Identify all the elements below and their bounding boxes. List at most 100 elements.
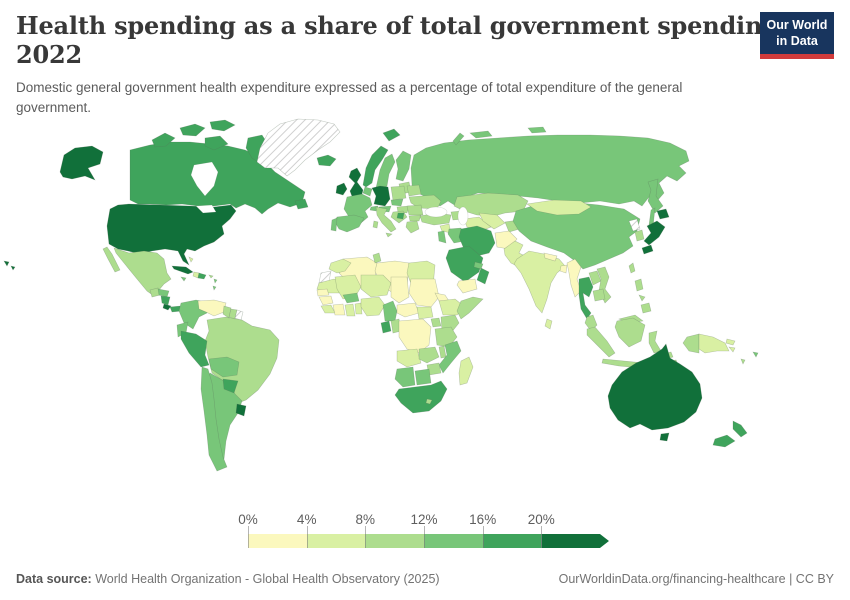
country-new-zealand-north[interactable] (732, 420, 748, 438)
country-thailand[interactable] (578, 276, 594, 320)
country-fiji[interactable] (752, 351, 759, 358)
country-greece[interactable] (405, 220, 420, 234)
country-uzbekistan[interactable] (478, 212, 506, 230)
country-south-korea[interactable] (634, 229, 645, 242)
country-uganda[interactable] (430, 317, 442, 328)
owid-logo[interactable]: Our World in Data (760, 12, 834, 60)
country-czechia[interactable] (390, 198, 404, 207)
country-canada-island-4[interactable] (204, 135, 229, 151)
country-nigeria[interactable] (360, 296, 386, 317)
country-png-new-britain[interactable] (725, 338, 736, 346)
country-yemen[interactable] (456, 278, 478, 294)
country-jamaica[interactable] (180, 276, 187, 282)
country-brazil[interactable] (204, 316, 280, 404)
country-lesser-antilles-2[interactable] (212, 285, 217, 291)
country-french-guiana[interactable] (234, 309, 244, 321)
country-bulgaria[interactable] (408, 214, 422, 222)
country-niger[interactable] (360, 274, 392, 298)
country-japan-honshu[interactable] (643, 220, 666, 246)
country-russia-kamchatka[interactable] (647, 178, 664, 214)
country-oman[interactable] (476, 267, 490, 285)
country-mexico[interactable] (113, 247, 172, 297)
country-new-zealand-south[interactable] (712, 434, 736, 448)
country-malawi[interactable] (438, 345, 447, 359)
country-lesotho[interactable] (425, 398, 433, 405)
legend-seg-0-4[interactable] (248, 534, 307, 548)
country-israel-jordan[interactable] (437, 230, 447, 244)
credit-link[interactable]: OurWorldinData.org/financing-healthcare … (558, 572, 834, 586)
country-uruguay[interactable] (235, 403, 247, 417)
country-australia[interactable] (607, 343, 703, 431)
country-japan-kyushu[interactable] (641, 244, 654, 255)
country-indonesia-sulawesi[interactable] (648, 330, 662, 354)
country-taiwan[interactable] (628, 262, 636, 274)
country-poland[interactable] (390, 185, 407, 201)
country-philippines-visayas[interactable] (638, 294, 646, 302)
country-japan-hokkaido[interactable] (656, 208, 670, 220)
country-south-africa[interactable] (394, 380, 448, 414)
country-usa-alaska[interactable] (59, 145, 104, 181)
country-usa-hawaii-1[interactable] (3, 260, 10, 267)
country-switzerland[interactable] (369, 205, 379, 212)
country-indonesia-west-papua[interactable] (682, 333, 700, 354)
legend-colorbar[interactable] (248, 526, 618, 548)
country-mozambique[interactable] (438, 340, 462, 374)
country-peru[interactable] (180, 330, 210, 368)
country-ireland[interactable] (335, 182, 348, 196)
legend-seg-4-8[interactable] (306, 534, 366, 548)
country-indonesia-borneo[interactable] (614, 317, 646, 348)
country-nepal[interactable] (543, 252, 558, 262)
country-south-sudan[interactable] (416, 306, 434, 320)
country-bosnia[interactable] (396, 212, 405, 220)
country-portugal[interactable] (330, 217, 338, 232)
legend-seg-20-plus[interactable] (541, 534, 609, 548)
country-togo-benin[interactable] (354, 302, 363, 315)
country-sudan[interactable] (408, 278, 440, 308)
country-china[interactable] (512, 201, 641, 270)
country-philippines-mindanao[interactable] (640, 302, 652, 314)
country-canada-island-3[interactable] (209, 119, 236, 132)
country-russia-arctic-2[interactable] (469, 130, 493, 139)
country-cambodia[interactable] (592, 288, 606, 302)
country-iceland[interactable] (316, 154, 337, 167)
country-spain[interactable] (334, 214, 365, 233)
country-angola[interactable] (396, 348, 422, 368)
country-netherlands-belgium[interactable] (362, 186, 373, 197)
country-ghana[interactable] (344, 303, 356, 317)
legend-seg-8-12[interactable] (365, 534, 424, 548)
country-romania[interactable] (406, 204, 424, 216)
country-suriname[interactable] (228, 308, 238, 320)
country-canada-island-1[interactable] (151, 132, 176, 148)
country-usa-hawaii-2[interactable] (10, 265, 16, 271)
country-gulf-states[interactable] (473, 261, 484, 270)
country-tunisia[interactable] (372, 252, 382, 264)
country-finland[interactable] (395, 150, 412, 182)
country-cameroon[interactable] (382, 300, 398, 322)
country-namibia[interactable] (394, 366, 416, 388)
country-canada-island-2[interactable] (179, 123, 206, 137)
country-bolivia[interactable] (208, 356, 240, 378)
country-madagascar[interactable] (458, 356, 474, 386)
country-bahamas[interactable] (188, 256, 194, 263)
country-cuba[interactable] (171, 265, 194, 275)
country-mexico-baja[interactable] (102, 246, 121, 273)
country-philippines-luzon[interactable] (634, 278, 644, 292)
country-canada-newfoundland[interactable] (294, 198, 309, 210)
country-hungary[interactable] (396, 205, 410, 214)
country-saudi-arabia[interactable] (445, 245, 484, 283)
country-bangladesh[interactable] (559, 264, 568, 274)
country-norway-svalbard[interactable] (382, 128, 401, 142)
country-greenland[interactable] (256, 118, 341, 177)
country-india[interactable] (513, 250, 566, 314)
country-venezuela[interactable] (197, 299, 227, 317)
country-belarus[interactable] (406, 184, 422, 197)
country-gabon[interactable] (380, 320, 392, 334)
country-sierra-leone-liberia[interactable] (320, 304, 336, 314)
country-sri-lanka[interactable] (544, 318, 553, 330)
country-somalia[interactable] (456, 296, 484, 320)
country-morocco[interactable] (328, 258, 352, 274)
country-senegal[interactable] (316, 288, 330, 297)
legend-seg-16-20[interactable] (482, 534, 542, 548)
map-legend[interactable]: 0% 4% 8% 12% 16% 20% (238, 512, 618, 552)
country-burkina-faso[interactable] (342, 292, 360, 304)
